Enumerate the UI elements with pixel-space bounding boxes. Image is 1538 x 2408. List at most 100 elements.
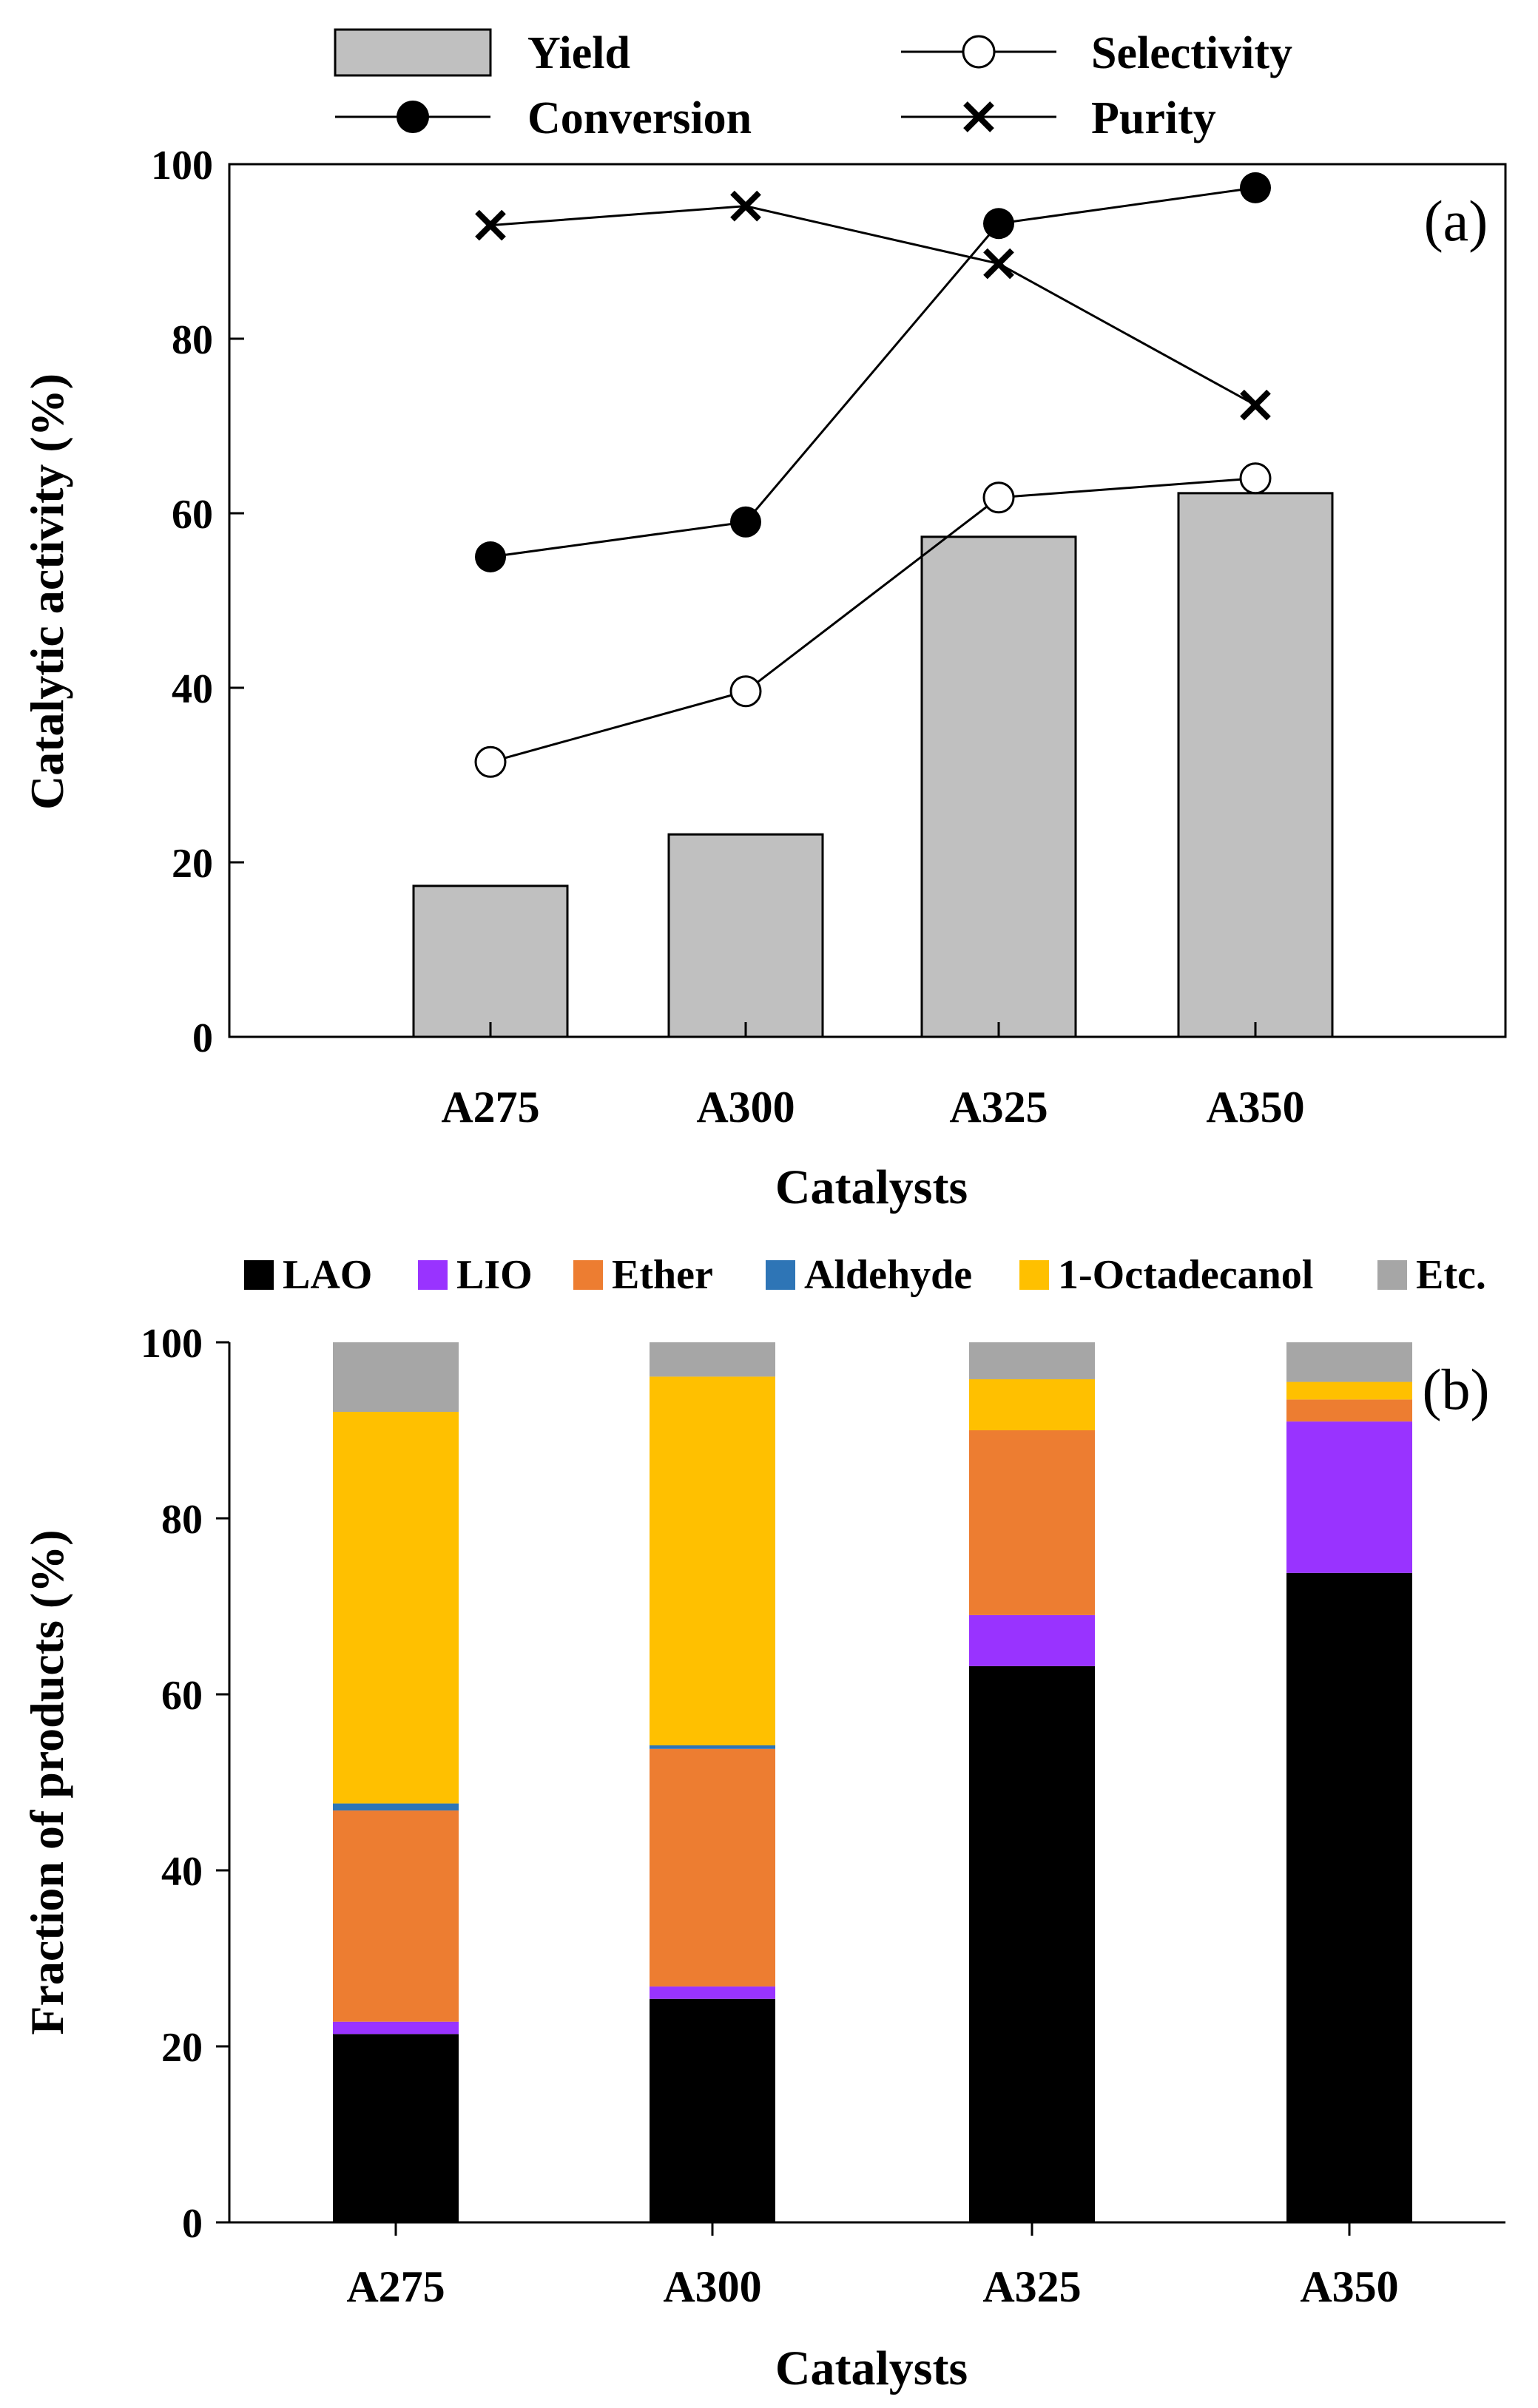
bar-lio-a300 [650, 1986, 775, 1999]
chart-a-legend: Yield Selectivity Conversion Purity [334, 28, 1292, 143]
x-tick-label-a350: A350 [1206, 1083, 1304, 1132]
bar-ether-a300 [650, 1748, 775, 1987]
line-purity [490, 205, 1256, 406]
y-tick-label-60: 60 [172, 492, 213, 538]
bar-aldehyde-a275 [333, 1803, 459, 1811]
bar-etc-a275 [333, 1342, 459, 1413]
chart-b-axes [228, 1342, 1505, 2224]
point-conversion-a275 [475, 541, 506, 572]
y-tick-label-80: 80 [172, 317, 213, 363]
bar-lao-a350 [1286, 1572, 1412, 2222]
x-tick-label-a300: A300 [663, 2262, 761, 2311]
legend-aldehyde-label: Aldehyde [804, 1252, 972, 1298]
point-conversion-a300 [730, 506, 761, 538]
y-tick-label-20: 20 [172, 841, 213, 887]
legend-selectivity-marker [962, 35, 996, 69]
chart-a-bars [412, 492, 1334, 1038]
bar-1-octadecanol-a325 [969, 1379, 1095, 1430]
x-tick-label-a300: A300 [696, 1083, 795, 1132]
x-tick-label-a325: A325 [949, 1083, 1048, 1132]
point-selectivity-a350 [1239, 462, 1272, 495]
legend-lao: LAO [244, 1252, 372, 1298]
bar-etc-a350 [1286, 1342, 1412, 1382]
chart-b-panel-label: (b) [1423, 1357, 1490, 1421]
point-conversion-a350 [1240, 172, 1271, 203]
legend-aldehyde: Aldehyde [766, 1252, 972, 1298]
legend-conversion: Conversion [335, 93, 752, 143]
line-selectivity [490, 477, 1256, 763]
bar-lao-a275 [333, 2034, 459, 2222]
y-tick-label-60: 60 [161, 1673, 203, 1719]
legend-yield-swatch [334, 28, 492, 77]
legend-lio: LIO [418, 1252, 533, 1298]
chart-b-bars [333, 1342, 1412, 2222]
chart-b-x-axis-title: Catalysts [775, 2341, 968, 2395]
y-tick-label-100: 100 [151, 143, 213, 189]
chart-a-lines [490, 186, 1256, 763]
chart-a-panel-label: (a) [1424, 189, 1488, 253]
bar-lio-a350 [1286, 1421, 1412, 1573]
x-tick-label-a350: A350 [1300, 2262, 1398, 2311]
legend-etc-swatch [1377, 1260, 1407, 1290]
chart-a-y-axis-title: Catalytic activity (%) [21, 373, 73, 810]
chart-a-axes [228, 163, 1507, 1038]
legend-lao-label: LAO [283, 1252, 372, 1298]
bar-ether-a275 [333, 1810, 459, 2022]
y-tick-label-80: 80 [161, 1497, 203, 1543]
legend-ether-swatch [573, 1260, 603, 1290]
legend-yield-label: Yield [527, 28, 630, 78]
legend-lio-label: LIO [456, 1252, 533, 1298]
point-purity-a325 [983, 248, 1014, 280]
legend-purity-label: Purity [1091, 93, 1216, 143]
chart-a-plot-frame [228, 163, 1507, 1038]
bar-lio-a275 [333, 2021, 459, 2035]
bar-yield-a300 [667, 833, 824, 1038]
point-purity-a325-stroke-2 [983, 248, 1014, 280]
chart-a: 0 20 40 60 80 100 A275 A300 A325 A350 (a) Catalys… [21, 28, 1507, 1214]
bar-lao-a325 [969, 1665, 1095, 2222]
legend-selectivity: Selectivity [901, 28, 1292, 78]
chart-b: 0 20 40 60 80 100 A275 A300 A325 A350 (b) Catalys… [21, 1252, 1505, 2395]
legend-yield: Yield [334, 28, 630, 78]
legend-1-octadecanol-swatch [1019, 1260, 1049, 1290]
legend-aldehyde-swatch [766, 1260, 795, 1290]
bar-ether-a325 [969, 1430, 1095, 1615]
chart-b-legend: LAO LIO Ether Aldehyde 1-Octadecanol Etc. [244, 1252, 1486, 1298]
bar-1-octadecanol-a300 [650, 1376, 775, 1746]
line-conversion [490, 186, 1256, 558]
point-selectivity-a275 [474, 745, 507, 778]
bar-etc-a325 [969, 1342, 1095, 1379]
chart-a-markers [474, 172, 1272, 778]
bar-yield-a275 [412, 885, 569, 1038]
legend-purity: Purity [901, 93, 1216, 143]
y-tick-label-40: 40 [161, 1849, 203, 1895]
point-conversion-a325 [983, 208, 1014, 240]
legend-selectivity-label: Selectivity [1091, 28, 1292, 78]
point-purity-a300 [730, 190, 761, 222]
chart-a-x-axis-title: Catalysts [775, 1160, 968, 1214]
y-tick-label-0: 0 [192, 1015, 213, 1061]
legend-etc-label: Etc. [1416, 1252, 1486, 1298]
point-purity-a275-stroke-2 [475, 209, 506, 241]
chart-b-ticks: 0 20 40 60 80 100 A275 A300 A325 A350 [141, 1321, 1399, 2311]
y-tick-label-20: 20 [161, 2025, 203, 2071]
point-selectivity-a300 [729, 675, 762, 708]
chart-a-ticks: 0 20 40 60 80 100 A275 A300 A325 A350 [151, 143, 1305, 1132]
x-tick-label-a275: A275 [441, 1083, 539, 1132]
legend-purity-marker-2 [963, 101, 994, 132]
point-purity-a275 [475, 209, 506, 241]
legend-etc: Etc. [1377, 1252, 1486, 1298]
legend-1-octadecanol-label: 1-Octadecanol [1058, 1252, 1313, 1298]
legend-ether-label: Ether [612, 1252, 713, 1298]
bar-ether-a350 [1286, 1399, 1412, 1422]
y-tick-label-0: 0 [182, 2201, 203, 2247]
legend-ether: Ether [573, 1252, 713, 1298]
legend-lao-swatch [244, 1260, 274, 1290]
point-purity-a350 [1240, 389, 1271, 421]
legend-conversion-label: Conversion [527, 93, 752, 143]
y-tick-label-40: 40 [172, 666, 213, 712]
y-tick-label-100: 100 [141, 1321, 203, 1367]
point-purity-a350-stroke-2 [1240, 389, 1271, 421]
bar-yield-a350 [1177, 492, 1334, 1038]
